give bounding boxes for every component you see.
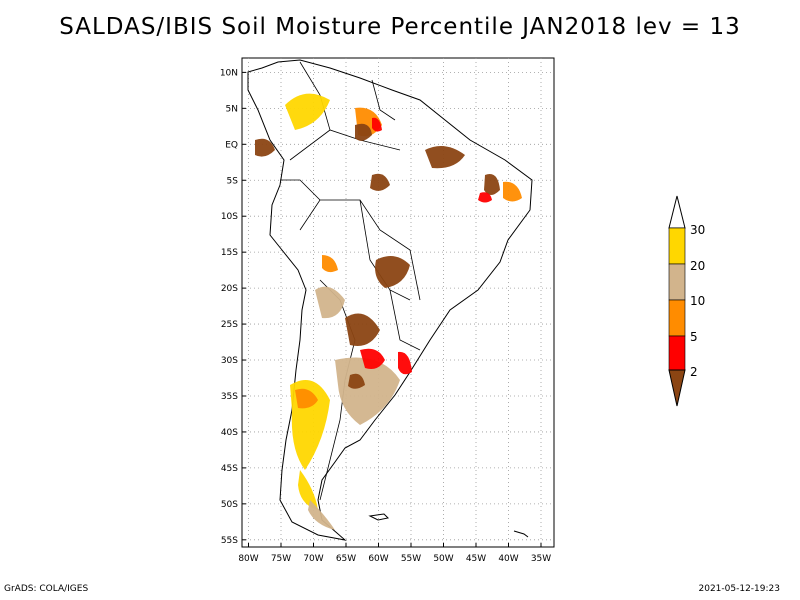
legend-label: 2 [690, 365, 698, 379]
gridlines [242, 58, 554, 547]
lon-tick-label: 80W [238, 554, 258, 564]
legend-colorbar: 30 20 10 5 2 [668, 195, 705, 407]
lon-tick-label: 50W [433, 554, 453, 564]
latitude-labels: 10N 5N EQ 5S 10S 15S 20S 25S 30S 35S 40S 45S 50S 55S [220, 68, 246, 546]
data-patch-lt2 [348, 373, 365, 389]
lon-tick-label: 75W [271, 554, 291, 564]
data-patch-2to5 [360, 348, 385, 369]
legend-swatch-lt2 [668, 369, 686, 407]
legend-swatch-5to10 [668, 299, 686, 337]
lat-tick-label: 10N [220, 68, 238, 78]
lat-tick-label: EQ [225, 140, 238, 150]
data-patch-lt2 [370, 173, 390, 191]
lon-tick-label: 55W [401, 554, 421, 564]
lat-tick-label: 5N [226, 104, 238, 114]
data-patch-2to5 [478, 192, 492, 203]
lon-tick-label: 70W [303, 554, 323, 564]
lon-tick-label: 60W [368, 554, 388, 564]
longitude-labels: 80W 75W 70W 65W 60W 55W 50W 45W 40W 35W [238, 543, 551, 564]
lon-tick-label: 40W [498, 554, 518, 564]
lon-tick-label: 35W [531, 554, 551, 564]
south-america-outline [247, 59, 533, 541]
lat-tick-label: 55S [221, 536, 238, 546]
data-patch-5to10 [295, 388, 318, 409]
data-patch-lt2 [355, 123, 372, 141]
legend-swatch-10to20 [668, 263, 686, 301]
legend-swatch-gt30 [668, 195, 686, 229]
south-georgia [513, 530, 529, 538]
lat-tick-label: 20S [221, 284, 238, 294]
lat-tick-label: 35S [221, 392, 238, 402]
legend-label: 20 [690, 259, 705, 273]
map-title: SALDAS/IBIS Soil Moisture Percentile JAN… [59, 14, 741, 40]
data-patch-lt2 [345, 313, 380, 346]
lat-tick-label: 45S [221, 464, 238, 474]
data-patch-lt2 [255, 138, 275, 157]
map-frame [241, 57, 555, 548]
lat-tick-label: 10S [221, 212, 238, 222]
legend-swatch-20to30 [668, 227, 686, 265]
data-patch-10to20 [315, 286, 345, 319]
data-patch-10to20 [308, 500, 335, 530]
data-patch-5to10 [322, 255, 338, 273]
lat-tick-label: 5S [227, 176, 239, 186]
lon-tick-label: 45W [466, 554, 486, 564]
falkland-islands [368, 513, 390, 521]
legend-label: 30 [690, 223, 705, 237]
footer-timestamp: 2021-05-12-19:23 [698, 584, 781, 594]
data-patch-20to30 [285, 93, 330, 130]
lat-tick-label: 50S [221, 500, 238, 510]
data-patch-lt2 [425, 146, 465, 169]
data-patch-2to5 [372, 117, 382, 132]
lat-tick-label: 40S [221, 428, 238, 438]
data-patch-20to30 [298, 470, 318, 510]
data-patch-5to10 [503, 181, 522, 202]
lat-tick-label: 15S [221, 248, 238, 258]
lat-tick-label: 25S [221, 320, 238, 330]
lon-tick-label: 65W [336, 554, 356, 564]
legend-label: 5 [690, 330, 698, 344]
lat-tick-label: 30S [221, 356, 238, 366]
legend-label: 10 [690, 294, 705, 308]
legend-swatch-2to5 [668, 335, 686, 371]
data-patch-10to20 [335, 357, 400, 425]
data-patch-lt2 [375, 256, 410, 288]
data-patch-lt2 [484, 174, 500, 195]
data-patch-2to5 [398, 351, 412, 375]
footer-credit: GrADS: COLA/IGES [4, 584, 89, 594]
data-patches [255, 93, 522, 530]
